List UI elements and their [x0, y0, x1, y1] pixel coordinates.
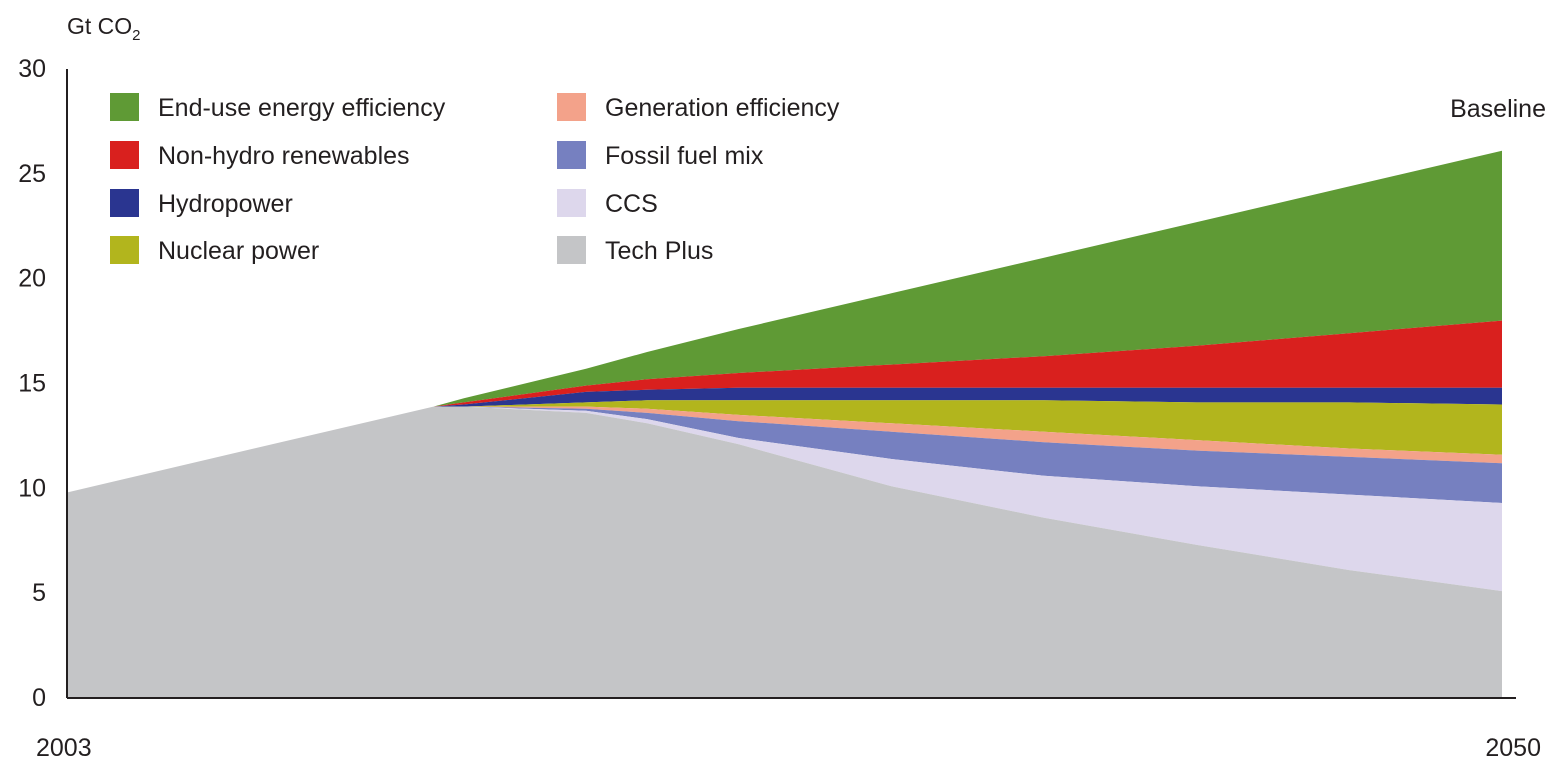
legend-swatch — [110, 93, 139, 121]
legend-item-tech-plus: Tech Plus — [557, 236, 713, 265]
y-tick-label-10: 10 — [18, 474, 46, 502]
legend-swatch — [557, 141, 586, 169]
y-tick-label-0: 0 — [32, 684, 46, 712]
area-generation-efficiency — [67, 406, 1502, 493]
y-tick-label-15: 15 — [18, 370, 46, 398]
legend-swatch — [557, 93, 586, 121]
x-tick-label-2003: 2003 — [36, 734, 92, 761]
y-axis-label: Gt CO2 — [67, 13, 141, 44]
chart-axes — [66, 69, 1516, 699]
legend-label: Nuclear power — [158, 237, 319, 265]
legend-item-generation-efficiency: Generation efficiency — [557, 93, 840, 122]
area-non-hydro-renewables — [67, 320, 1502, 493]
legend-label: Tech Plus — [605, 237, 713, 265]
legend-item-nuclear-power: Nuclear power — [110, 236, 319, 265]
area-nuclear-power — [67, 400, 1502, 493]
legend-swatch — [557, 189, 586, 217]
legend-item-hydropower: Hydropower — [110, 189, 293, 218]
y-tick-label-5: 5 — [32, 579, 46, 607]
chart-areas — [67, 150, 1502, 698]
legend-swatch — [110, 189, 139, 217]
area-hydropower — [67, 387, 1502, 493]
x-tick-label-2050: 2050 — [1485, 734, 1541, 761]
y-tick-labels: 0 5 10 15 20 25 30 — [18, 55, 46, 712]
area-end-use-energy-efficiency — [67, 150, 1502, 493]
legend-swatch — [557, 236, 586, 264]
area-ccs — [67, 406, 1502, 592]
legend-label: CCS — [605, 190, 658, 218]
legend-item-end-use-energy-efficiency: End-use energy efficiency — [110, 93, 446, 122]
legend: End-use energy efficiency Non-hydro renew… — [110, 93, 840, 265]
x-tick-labels: 2003 2050 — [36, 734, 1541, 761]
legend-label: Hydropower — [158, 190, 293, 218]
legend-label: End-use energy efficiency — [158, 94, 446, 122]
y-tick-label-30: 30 — [18, 55, 46, 83]
legend-item-ccs: CCS — [557, 189, 658, 218]
legend-swatch — [110, 141, 139, 169]
y-tick-label-20: 20 — [18, 265, 46, 293]
y-tick-label-25: 25 — [18, 160, 46, 188]
area-fossil-fuel-mix — [67, 406, 1502, 503]
legend-swatch — [110, 236, 139, 264]
legend-label: Generation efficiency — [605, 94, 840, 122]
y-axis-label-main: Gt CO — [67, 13, 132, 39]
y-axis-label-subscript: 2 — [132, 27, 140, 44]
area-tech-plus — [67, 406, 1502, 698]
legend-label: Non-hydro renewables — [158, 142, 410, 170]
legend-item-fossil-fuel-mix: Fossil fuel mix — [557, 141, 764, 170]
baseline-annotation: Baseline — [1450, 95, 1546, 123]
legend-label: Fossil fuel mix — [605, 142, 764, 170]
legend-item-non-hydro-renewables: Non-hydro renewables — [110, 141, 410, 170]
